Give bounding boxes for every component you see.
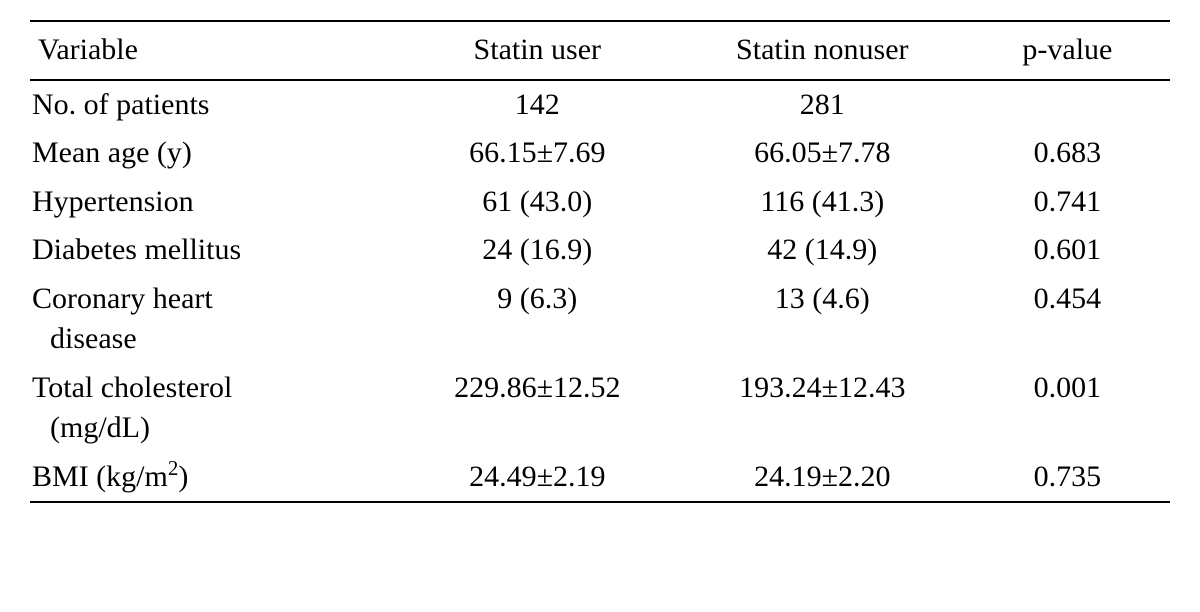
table-row: BMI (kg/m2) 24.49±2.19 24.19±2.20 0.735 [30,453,1170,503]
cell-variable-tail: ) [178,460,188,493]
cell-nonuser: 13 (4.6) [680,275,965,364]
cell-user: 9 (6.3) [395,275,680,364]
table-header-row: Variable Statin user Statin nonuser p-va… [30,21,1170,80]
cell-user: 24.49±2.19 [395,453,680,503]
cell-user: 66.15±7.69 [395,129,680,178]
cell-p: 0.454 [965,275,1170,364]
cell-nonuser: 66.05±7.78 [680,129,965,178]
cell-p: 0.741 [965,178,1170,227]
table-row: Total cholesterol (mg/dL) 229.86±12.52 1… [30,364,1170,453]
cell-variable-line2: disease [32,319,389,360]
cell-variable: Coronary heart disease [30,275,395,364]
cell-p: 0.001 [965,364,1170,453]
col-header-variable: Variable [30,21,395,80]
cell-nonuser: 24.19±2.20 [680,453,965,503]
table-row: Hypertension 61 (43.0) 116 (41.3) 0.741 [30,178,1170,227]
cell-variable-line1: Total cholesterol [32,371,232,404]
cell-variable-sup: 2 [168,456,179,480]
table-row: Mean age (y) 66.15±7.69 66.05±7.78 0.683 [30,129,1170,178]
col-header-statin-nonuser: Statin nonuser [680,21,965,80]
col-header-p-value: p-value [965,21,1170,80]
col-header-statin-user: Statin user [395,21,680,80]
cell-p: 0.683 [965,129,1170,178]
cell-nonuser: 281 [680,80,965,130]
cell-variable: Hypertension [30,178,395,227]
cell-nonuser: 193.24±12.43 [680,364,965,453]
cell-variable: No. of patients [30,80,395,130]
cell-variable: BMI (kg/m2) [30,453,395,503]
cell-user: 24 (16.9) [395,226,680,275]
cell-variable: Diabetes mellitus [30,226,395,275]
table-row: No. of patients 142 281 [30,80,1170,130]
cell-nonuser: 42 (14.9) [680,226,965,275]
cell-p [965,80,1170,130]
cell-p: 0.735 [965,453,1170,503]
cell-variable-line2: (mg/dL) [32,408,389,449]
cell-p: 0.601 [965,226,1170,275]
statin-comparison-table: Variable Statin user Statin nonuser p-va… [30,20,1170,503]
cell-variable-line1: Coronary heart [32,282,213,315]
cell-variable: Total cholesterol (mg/dL) [30,364,395,453]
cell-variable: Mean age (y) [30,129,395,178]
cell-nonuser: 116 (41.3) [680,178,965,227]
cell-variable-part1: BMI (kg/m [32,460,168,493]
cell-user: 61 (43.0) [395,178,680,227]
cell-user: 229.86±12.52 [395,364,680,453]
table-row: Coronary heart disease 9 (6.3) 13 (4.6) … [30,275,1170,364]
table-row: Diabetes mellitus 24 (16.9) 42 (14.9) 0.… [30,226,1170,275]
cell-user: 142 [395,80,680,130]
